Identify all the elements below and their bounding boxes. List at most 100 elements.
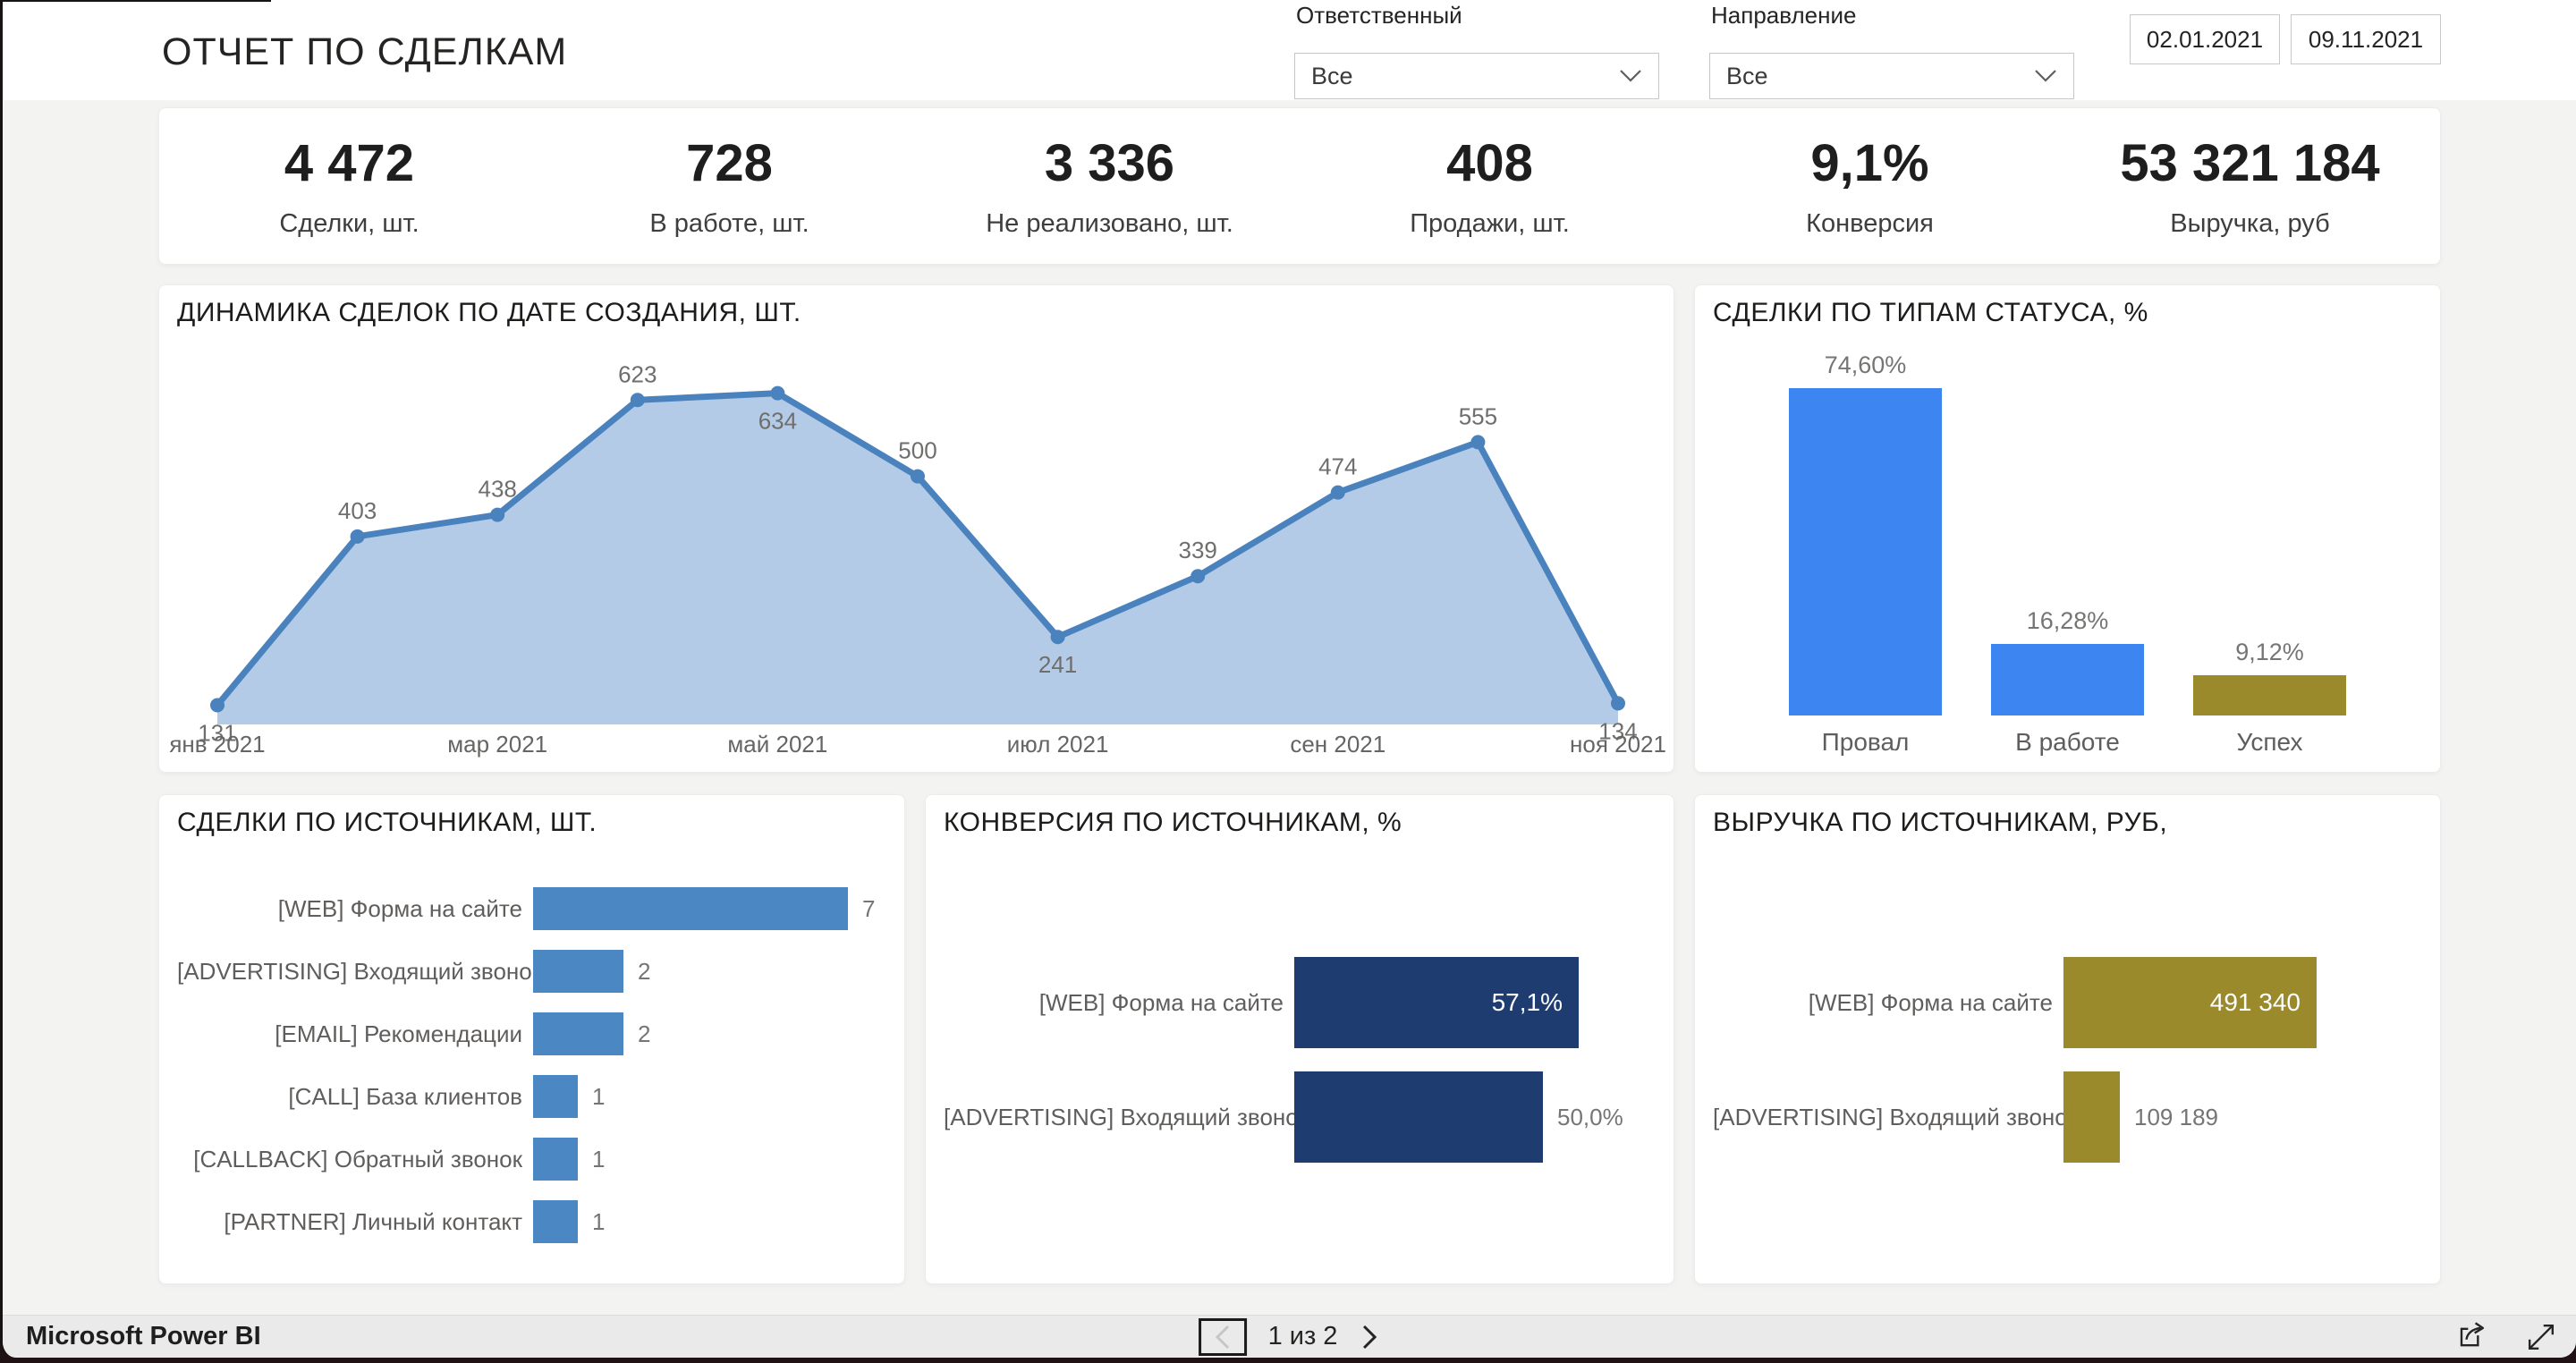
- data-point[interactable]: [490, 507, 505, 522]
- filter-label: Ответственный: [1296, 2, 1462, 29]
- hbar[interactable]: [533, 887, 848, 930]
- hbar[interactable]: [533, 1138, 578, 1181]
- status-bar-column: 74,60%: [1789, 348, 1942, 715]
- kpi-label: Продажи, шт.: [1410, 209, 1570, 238]
- category-label: Успех: [2236, 728, 2303, 756]
- page-title: ОТЧЕТ ПО СДЕЛКАМ: [162, 30, 568, 73]
- status-bar[interactable]: [2193, 675, 2346, 715]
- conversion-by-source-chart: [WEB] Форма на сайте 57,1% [ADVERTISING] В…: [944, 945, 1656, 1174]
- conversion-by-source-card: КОНВЕРСИЯ ПО ИСТОЧНИКАМ, % [WEB] Форма н…: [925, 794, 1674, 1284]
- data-label: 500: [898, 437, 936, 464]
- status-bar[interactable]: [1991, 644, 2144, 715]
- bar-value-label: 1: [592, 1145, 606, 1173]
- bar-value-label: 491 340: [2209, 988, 2301, 1016]
- hbar[interactable]: [533, 1012, 623, 1055]
- data-point[interactable]: [1050, 630, 1065, 645]
- data-point[interactable]: [770, 385, 785, 401]
- bar-zone: 1: [533, 1075, 886, 1118]
- bar-zone: 109 189: [2063, 1071, 2422, 1163]
- chart-row: [EMAIL] Рекомендации 2: [177, 1003, 886, 1065]
- hbar[interactable]: 491 340: [2063, 957, 2317, 1048]
- kpi-label: Выручка, руб: [2170, 209, 2330, 238]
- fullscreen-button[interactable]: [2519, 1315, 2563, 1359]
- data-point[interactable]: [1191, 569, 1206, 584]
- bar-zone: 7: [533, 887, 886, 930]
- hbar[interactable]: 57,1%: [1294, 957, 1579, 1048]
- chevron-right-icon: [1363, 1325, 1377, 1349]
- hbar[interactable]: [533, 1075, 578, 1118]
- x-tick-label: янв 2021: [169, 731, 266, 758]
- status-bar-column: 16,28%: [1991, 348, 2144, 715]
- revenue-by-source-card: ВЫРУЧКА ПО ИСТОЧНИКАМ, РУБ, [WEB] Форма …: [1694, 794, 2441, 1284]
- hbar[interactable]: [533, 1200, 578, 1243]
- status-bar-group: 9,12% Успех: [2193, 348, 2346, 757]
- next-page-button[interactable]: [1359, 1323, 1380, 1351]
- bar-value-label: 109 189: [2134, 1103, 2218, 1130]
- bar-value-label: 2: [638, 957, 651, 985]
- chevron-left-icon: [1215, 1325, 1229, 1349]
- data-label: 241: [1038, 651, 1077, 678]
- kpi-label: В работе, шт.: [649, 209, 809, 238]
- bar-zone: 50,0%: [1294, 1071, 1656, 1163]
- fullscreen-icon: [2528, 1324, 2555, 1350]
- x-tick-label: ноя 2021: [1570, 731, 1666, 758]
- data-point[interactable]: [350, 529, 365, 544]
- category-label: [PARTNER] Личный контакт: [224, 1207, 522, 1235]
- category-label: [ADVERTISING] Входящий звонок: [177, 957, 543, 985]
- data-label: 131: [198, 719, 236, 746]
- hbar[interactable]: [2063, 1071, 2120, 1163]
- data-label: 474: [1318, 453, 1357, 480]
- kpi-label: Сделки, шт.: [279, 209, 419, 238]
- revenue-by-source-chart: [WEB] Форма на сайте 491 340 [ADVERTISING]…: [1713, 945, 2422, 1174]
- bar-value-label: 2: [638, 1020, 651, 1047]
- bar-zone: 1: [533, 1200, 886, 1243]
- bar-zone: 2: [533, 950, 886, 993]
- bar-value-label: 9,12%: [2235, 639, 2304, 665]
- x-tick-label: мар 2021: [447, 731, 548, 758]
- bar-zone: 57,1%: [1294, 957, 1656, 1048]
- status-bar[interactable]: [1789, 388, 1942, 715]
- data-label: 623: [618, 360, 657, 387]
- prev-page-button[interactable]: [1198, 1317, 1247, 1356]
- share-icon: [2460, 1321, 2485, 1346]
- data-point[interactable]: [1330, 485, 1345, 500]
- powerbi-footer: Microsoft Power BI 1 из 2: [3, 1315, 2576, 1358]
- date-from-input[interactable]: 02.01.2021: [2130, 14, 2280, 64]
- kpi-item: 4 472 Сделки, шт.: [159, 133, 539, 239]
- category-label: [WEB] Форма на сайте: [277, 894, 522, 922]
- data-label: 134: [1598, 717, 1637, 744]
- category-label: [ADVERTISING] Входящий звонок: [1713, 1103, 2079, 1130]
- filter-responsible: Ответственный Все: [1294, 2, 1659, 99]
- x-tick-label: сен 2021: [1290, 731, 1386, 758]
- data-label: 634: [758, 408, 797, 435]
- data-point[interactable]: [911, 469, 925, 484]
- direction-dropdown[interactable]: Все: [1709, 53, 2074, 99]
- data-point[interactable]: [630, 393, 645, 408]
- data-point[interactable]: [1611, 696, 1625, 711]
- chevron-down-icon: [2035, 70, 2056, 82]
- x-tick-label: июл 2021: [1006, 731, 1109, 758]
- page-navigation: 1 из 2: [1198, 1317, 1381, 1356]
- data-label: 438: [479, 476, 517, 503]
- category-label: [WEB] Форма на сайте: [1038, 988, 1284, 1016]
- hbar[interactable]: [533, 950, 623, 993]
- dynamics-area-chart: 131 403 438 623 634 500 241 339 474 555 134: [198, 360, 1637, 746]
- deals-by-source-card: СДЕЛКИ ПО ИСТОЧНИКАМ, ШТ. [WEB] Форма на…: [158, 794, 905, 1284]
- kpi-item: 728 В работе, шт.: [539, 133, 919, 239]
- date-to-input[interactable]: 09.11.2021: [2291, 14, 2441, 64]
- kpi-item: 9,1% Конверсия: [1680, 133, 2060, 239]
- hbar[interactable]: [1294, 1071, 1543, 1163]
- kpi-value: 53 321 184: [2120, 134, 2380, 192]
- kpi-card: 4 472 Сделки, шт. 728 В работе, шт. 3 336 Не …: [158, 107, 2441, 265]
- chart-title: ДИНАМИКА СДЕЛОК ПО ДАТЕ СОЗДАНИЯ, ШТ.: [177, 298, 801, 327]
- data-label: 403: [338, 497, 377, 524]
- data-point[interactable]: [1470, 435, 1486, 450]
- kpi-value: 4 472: [284, 134, 415, 192]
- responsible-dropdown[interactable]: Все: [1294, 53, 1659, 99]
- share-button[interactable]: [2449, 1315, 2494, 1359]
- filter-direction: Направление Все: [1709, 2, 2074, 99]
- data-point[interactable]: [210, 698, 225, 713]
- data-label: 555: [1459, 402, 1497, 429]
- dropdown-value: Все: [1726, 62, 1768, 89]
